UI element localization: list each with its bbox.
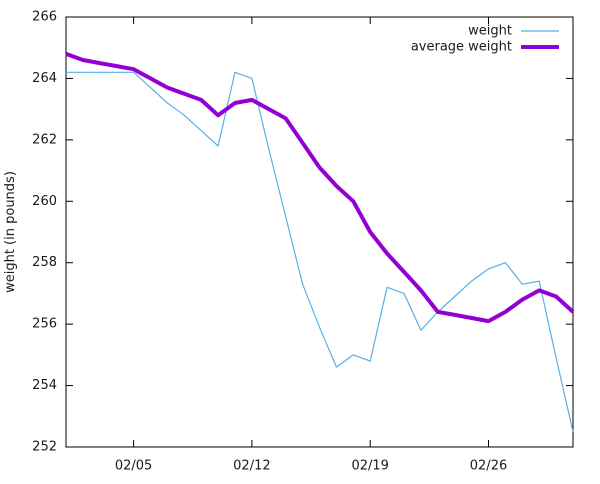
x-tick-label: 02/12 [233, 459, 270, 474]
x-tick-label: 02/26 [470, 459, 507, 474]
y-tick-label: 260 [32, 194, 57, 209]
y-tick-label: 258 [32, 255, 57, 270]
weight-line [66, 71, 574, 432]
y-tick-label: 252 [32, 440, 57, 455]
y-tick-label: 256 [32, 317, 57, 332]
y-tick-label: 266 [32, 10, 57, 25]
x-tick-label: 02/05 [115, 459, 152, 474]
y-tick-label: 254 [32, 378, 57, 393]
plot-border [65, 16, 574, 448]
y-tick-label: 264 [32, 71, 57, 86]
legend-label-weight: weight [468, 24, 512, 39]
legend-label-average-weight: average weight [411, 40, 512, 55]
x-tick-label: 02/19 [351, 459, 388, 474]
average-weight-line [65, 52, 575, 324]
y-tick-label: 262 [32, 132, 57, 147]
y-axis-title: weight (in pounds) [3, 171, 18, 293]
